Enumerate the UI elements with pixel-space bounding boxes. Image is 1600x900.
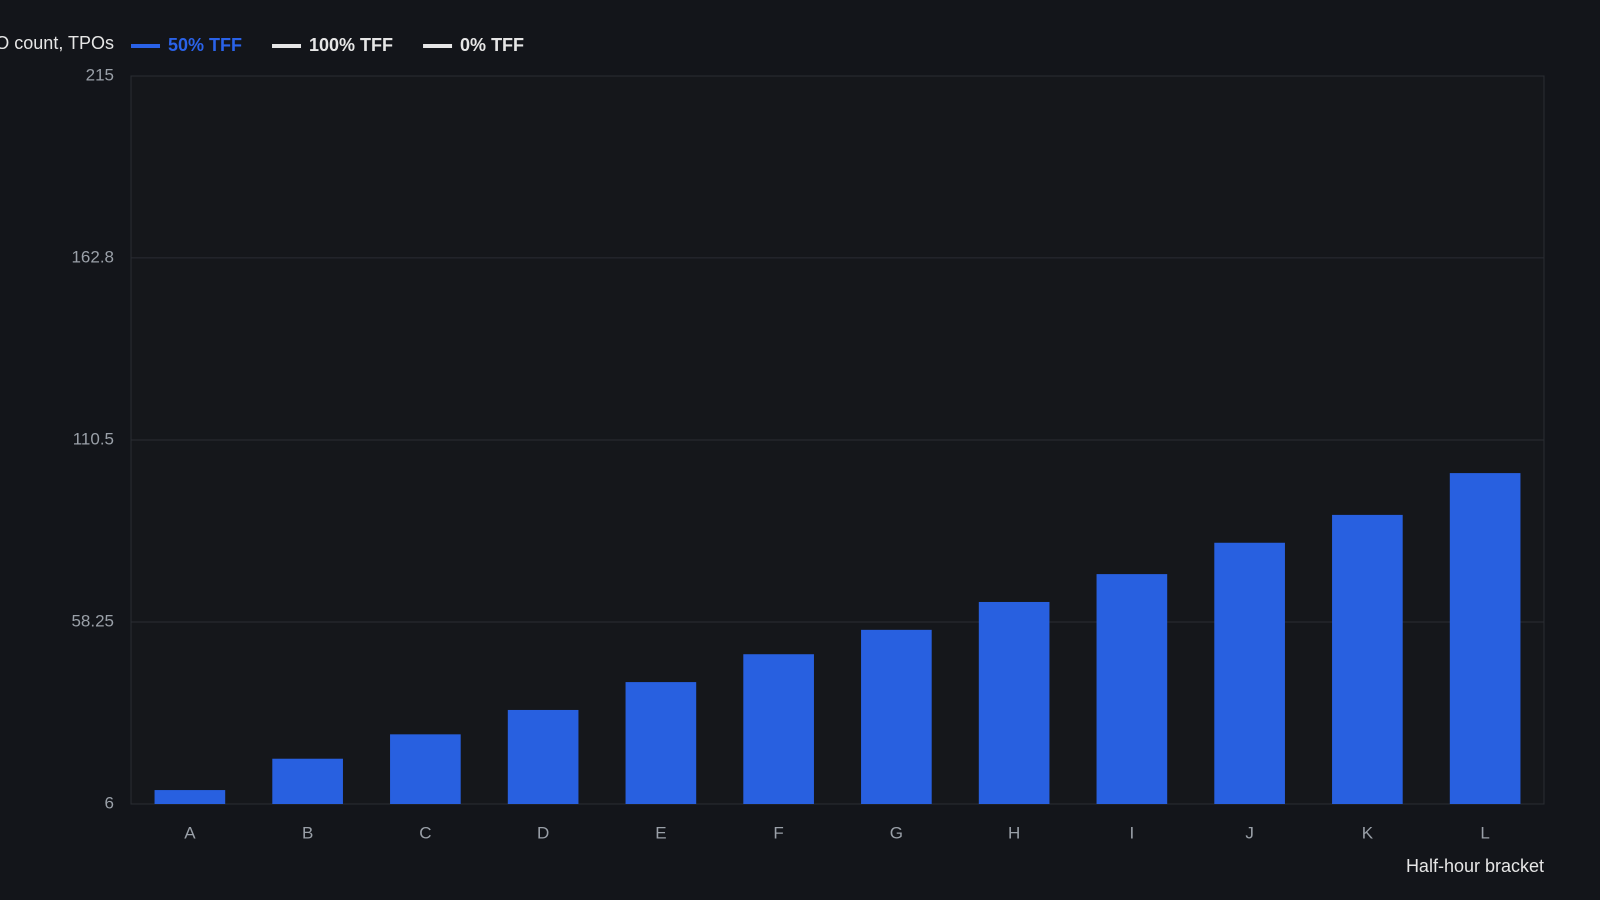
x-tick-label: E — [655, 823, 666, 842]
bar — [1096, 574, 1168, 804]
legend-label: 50% TFF — [168, 35, 242, 55]
bar — [390, 734, 461, 804]
x-tick-label: K — [1362, 823, 1374, 842]
x-tick-label: B — [302, 823, 313, 842]
bar — [861, 629, 932, 804]
y-tick-label: 58.25 — [71, 611, 114, 630]
y-tick-label: 215 — [86, 65, 114, 84]
bar — [978, 601, 1050, 804]
y-tick-label: 110.5 — [73, 429, 114, 448]
x-tick-label: D — [537, 823, 549, 842]
y-tick-label: 6 — [105, 793, 114, 812]
x-tick-label: A — [184, 823, 196, 842]
bar — [272, 758, 343, 804]
x-axis-title: Half-hour bracket — [1406, 856, 1544, 876]
bar — [743, 654, 814, 804]
bar — [1332, 514, 1403, 804]
bar — [507, 709, 579, 804]
x-tick-label: C — [419, 823, 431, 842]
x-tick-label: J — [1245, 823, 1254, 842]
bar — [1214, 542, 1285, 804]
legend-label: 100% TFF — [309, 35, 393, 55]
bar — [154, 790, 226, 804]
x-tick-label: I — [1130, 823, 1135, 842]
y-axis-title: TPO count, TPOs — [0, 33, 114, 53]
x-tick-label: H — [1008, 823, 1020, 842]
x-tick-label: F — [773, 823, 783, 842]
bar — [1449, 473, 1521, 804]
legend-label: 0% TFF — [460, 35, 524, 55]
bar — [625, 682, 697, 804]
y-tick-label: 162.8 — [71, 247, 114, 266]
x-tick-label: L — [1480, 823, 1489, 842]
x-tick-label: G — [890, 823, 903, 842]
